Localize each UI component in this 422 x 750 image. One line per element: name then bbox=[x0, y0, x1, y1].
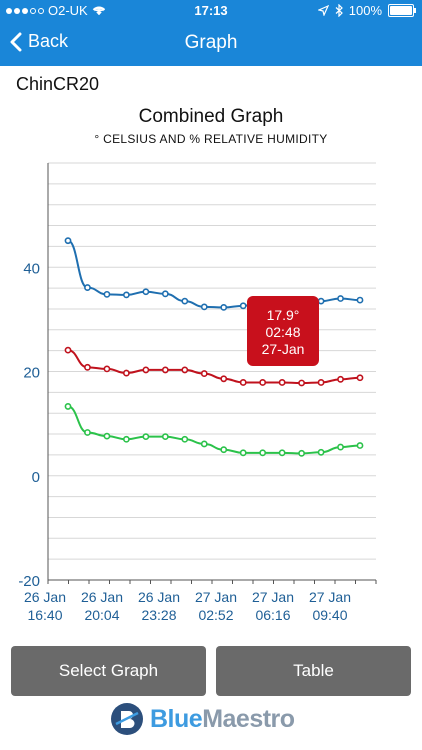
data-point[interactable] bbox=[200, 370, 208, 377]
data-point[interactable] bbox=[123, 291, 130, 299]
data-point[interactable] bbox=[161, 366, 169, 374]
data-point[interactable] bbox=[278, 379, 286, 386]
bluemaestro-logo-icon bbox=[111, 703, 143, 735]
x-tick-date: 27 Jan bbox=[252, 589, 294, 605]
data-point[interactable] bbox=[161, 290, 169, 298]
y-tick-label: 20 bbox=[23, 365, 40, 382]
data-point[interactable] bbox=[142, 288, 150, 296]
y-tick-label: -20 bbox=[18, 573, 40, 590]
x-tick-time: 20:04 bbox=[84, 607, 119, 623]
bluetooth-icon bbox=[335, 4, 343, 17]
battery-percent: 100% bbox=[348, 3, 382, 18]
tooltip-box bbox=[247, 296, 319, 366]
x-tick-date: 26 Jan bbox=[138, 589, 180, 605]
data-point[interactable] bbox=[103, 365, 111, 373]
status-bar: O2-UK 17:13 100% bbox=[0, 0, 422, 22]
data-point[interactable] bbox=[142, 366, 150, 374]
wifi-icon bbox=[92, 6, 106, 16]
carrier-group: O2-UK bbox=[6, 3, 106, 18]
back-button[interactable]: Back bbox=[10, 31, 68, 52]
status-right-group: 100% bbox=[317, 3, 416, 18]
tooltip-text: 17.9° bbox=[267, 307, 300, 323]
data-point[interactable] bbox=[84, 284, 91, 291]
data-point[interactable] bbox=[181, 366, 189, 374]
data-point[interactable] bbox=[220, 446, 228, 454]
carrier-label: O2-UK bbox=[48, 3, 88, 18]
battery-icon bbox=[388, 4, 416, 17]
data-point[interactable] bbox=[337, 295, 344, 302]
clock: 17:13 bbox=[194, 3, 228, 18]
data-point[interactable] bbox=[356, 296, 364, 304]
signal-strength-icon bbox=[6, 7, 44, 14]
graph-title: Combined Graph bbox=[138, 106, 284, 127]
location-icon bbox=[317, 5, 329, 16]
bluemaestro-logo: BlueMaestro bbox=[110, 702, 295, 736]
x-tick-date: 27 Jan bbox=[309, 589, 351, 605]
logo-wordmark: BlueMaestro bbox=[150, 705, 295, 734]
data-point[interactable] bbox=[298, 449, 305, 457]
data-point[interactable] bbox=[356, 442, 364, 449]
data-point[interactable] bbox=[64, 403, 72, 410]
data-point[interactable] bbox=[317, 448, 325, 456]
x-tick-time: 09:40 bbox=[312, 607, 347, 623]
data-point[interactable] bbox=[123, 369, 130, 377]
graph-subtitle: ° CELSIUS AND % RELATIVE HUMIDITY bbox=[94, 132, 328, 146]
select-graph-button[interactable]: Select Graph bbox=[11, 646, 206, 696]
data-point[interactable] bbox=[161, 433, 169, 441]
logo-maestro: Maestro bbox=[202, 704, 295, 733]
data-point[interactable] bbox=[317, 297, 325, 305]
nav-title: Graph bbox=[184, 32, 238, 53]
data-point[interactable] bbox=[239, 302, 247, 310]
data-point[interactable] bbox=[220, 303, 228, 311]
x-tick-time: 23:28 bbox=[141, 607, 176, 623]
data-point[interactable] bbox=[337, 443, 344, 451]
x-tick-date: 26 Jan bbox=[24, 589, 66, 605]
data-point[interactable] bbox=[103, 432, 111, 440]
data-point[interactable] bbox=[103, 290, 111, 298]
navigation-bar: Back Graph bbox=[0, 22, 422, 66]
data-point[interactable] bbox=[181, 435, 189, 443]
x-tick-date: 26 Jan bbox=[81, 589, 123, 605]
data-point[interactable] bbox=[317, 379, 325, 386]
device-name: ChinCR20 bbox=[16, 74, 100, 94]
data-point[interactable] bbox=[123, 435, 130, 443]
data-point[interactable] bbox=[239, 449, 247, 457]
data-point[interactable] bbox=[278, 449, 286, 457]
series-line-2 bbox=[67, 405, 361, 455]
tooltip-text: 27-Jan bbox=[262, 341, 305, 357]
series-line-1 bbox=[67, 349, 361, 384]
data-point[interactable] bbox=[200, 440, 208, 448]
x-tick-time: 06:16 bbox=[255, 607, 290, 623]
logo-blue: Blue bbox=[150, 704, 203, 733]
data-point[interactable] bbox=[84, 429, 91, 436]
data-point[interactable] bbox=[200, 303, 208, 311]
data-point[interactable] bbox=[142, 433, 150, 441]
data-point[interactable] bbox=[298, 379, 305, 387]
data-point[interactable] bbox=[239, 379, 247, 386]
x-tick-time: 16:40 bbox=[27, 607, 62, 623]
data-point[interactable] bbox=[259, 379, 267, 386]
tooltip-text: 02:48 bbox=[265, 324, 300, 340]
data-point[interactable] bbox=[337, 375, 344, 383]
y-tick-label: 40 bbox=[23, 260, 40, 277]
data-point[interactable] bbox=[84, 363, 91, 371]
data-point[interactable] bbox=[220, 375, 228, 383]
x-tick-time: 02:52 bbox=[198, 607, 233, 623]
chevron-left-icon bbox=[10, 32, 22, 51]
data-point[interactable] bbox=[64, 237, 72, 245]
data-point[interactable] bbox=[181, 297, 189, 305]
y-tick-label: 0 bbox=[32, 469, 40, 486]
data-point[interactable] bbox=[356, 374, 364, 382]
data-point[interactable] bbox=[259, 449, 267, 457]
table-button[interactable]: Table bbox=[216, 646, 411, 696]
back-label: Back bbox=[28, 31, 69, 51]
x-tick-date: 27 Jan bbox=[195, 589, 237, 605]
data-point[interactable] bbox=[64, 346, 72, 354]
